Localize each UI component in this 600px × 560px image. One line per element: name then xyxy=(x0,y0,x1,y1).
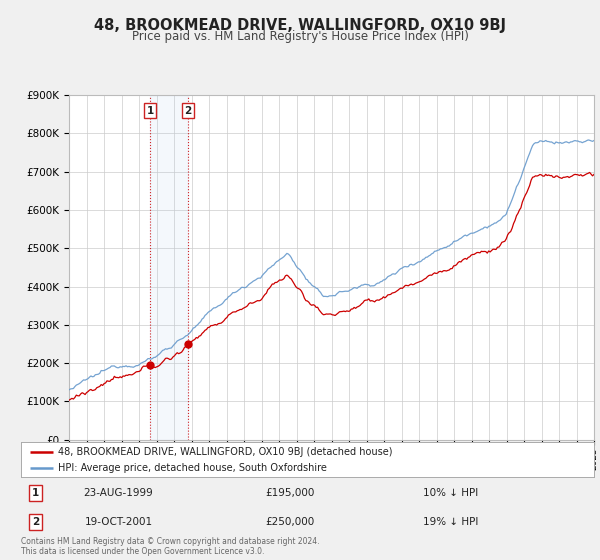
Text: 1: 1 xyxy=(146,106,154,116)
Bar xyxy=(150,95,188,440)
Text: Price paid vs. HM Land Registry's House Price Index (HPI): Price paid vs. HM Land Registry's House … xyxy=(131,30,469,43)
Text: £250,000: £250,000 xyxy=(266,517,315,527)
Text: £195,000: £195,000 xyxy=(266,488,315,498)
Text: 2: 2 xyxy=(32,517,39,527)
Text: 19% ↓ HPI: 19% ↓ HPI xyxy=(423,517,478,527)
Text: HPI: Average price, detached house, South Oxfordshire: HPI: Average price, detached house, Sout… xyxy=(58,464,327,473)
Text: 2: 2 xyxy=(184,106,191,116)
Text: 48, BROOKMEAD DRIVE, WALLINGFORD, OX10 9BJ (detached house): 48, BROOKMEAD DRIVE, WALLINGFORD, OX10 9… xyxy=(58,447,393,457)
Text: 1: 1 xyxy=(32,488,39,498)
Text: 23-AUG-1999: 23-AUG-1999 xyxy=(83,488,153,498)
Text: 19-OCT-2001: 19-OCT-2001 xyxy=(85,517,152,527)
Text: 10% ↓ HPI: 10% ↓ HPI xyxy=(423,488,478,498)
Text: 48, BROOKMEAD DRIVE, WALLINGFORD, OX10 9BJ: 48, BROOKMEAD DRIVE, WALLINGFORD, OX10 9… xyxy=(94,18,506,33)
Text: Contains HM Land Registry data © Crown copyright and database right 2024.
This d: Contains HM Land Registry data © Crown c… xyxy=(21,537,320,557)
